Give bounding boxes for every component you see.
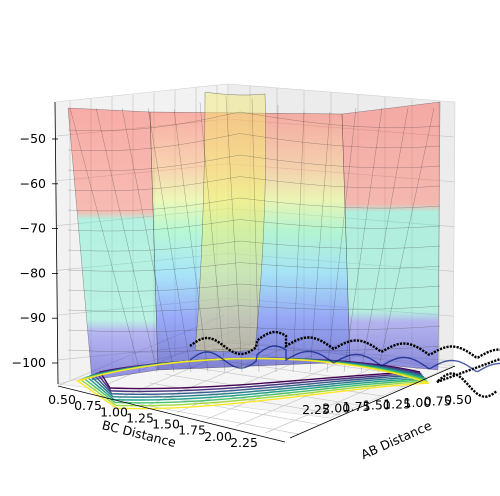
trajectory-blue bbox=[189, 345, 500, 373]
potential-surface bbox=[67, 91, 441, 381]
z-tick-label: −90 bbox=[20, 310, 46, 325]
mesh-line bbox=[309, 111, 331, 373]
y-tick-label: 0.75 bbox=[74, 398, 102, 413]
z-tick-label: −60 bbox=[20, 176, 46, 191]
y-tick-label: 0.50 bbox=[48, 392, 76, 407]
mesh-line bbox=[326, 107, 357, 373]
y-tick-label: 1.00 bbox=[100, 404, 128, 419]
mesh-line bbox=[67, 176, 441, 192]
z-tick-label: −100 bbox=[12, 355, 46, 370]
mesh-line bbox=[67, 325, 441, 332]
mesh-line bbox=[251, 98, 260, 373]
y-axis-line bbox=[57, 385, 286, 443]
x-tick-label: 2.00 bbox=[322, 401, 350, 416]
mesh-line bbox=[67, 154, 441, 171]
y-tick-label: 1.25 bbox=[126, 410, 154, 425]
mesh-line bbox=[67, 219, 441, 232]
surface-mesh bbox=[67, 96, 441, 373]
tick-labels: −50−60−70−80−90−1000.500.751.001.251.501… bbox=[12, 131, 472, 450]
mesh-line bbox=[67, 305, 441, 312]
mesh-line bbox=[292, 111, 305, 373]
mesh-line bbox=[147, 107, 192, 373]
mesh-line bbox=[377, 107, 435, 373]
x-tick-label: 0.75 bbox=[424, 393, 452, 408]
trajectory-line bbox=[189, 330, 500, 399]
mesh-line bbox=[67, 240, 441, 252]
mesh-line bbox=[95, 107, 158, 373]
x-tick-label: 1.50 bbox=[363, 398, 391, 413]
y-tick-label: 1.75 bbox=[178, 423, 206, 438]
y-tick-label: 2.25 bbox=[230, 435, 258, 450]
x-gridline bbox=[180, 365, 384, 397]
x-tick-label: 1.00 bbox=[404, 395, 432, 410]
z-tick-label: −50 bbox=[20, 131, 46, 146]
x-tick-label: 1.25 bbox=[383, 396, 411, 411]
x-axis-label: AB Distance bbox=[359, 418, 435, 463]
mesh-line bbox=[67, 262, 441, 272]
mesh-line bbox=[173, 109, 209, 373]
mesh-line bbox=[199, 102, 226, 373]
mesh-line bbox=[121, 107, 175, 373]
mesh-line bbox=[67, 345, 441, 353]
contour-line bbox=[75, 357, 430, 410]
mesh-line bbox=[67, 133, 441, 151]
x-tick-label: 2.25 bbox=[302, 402, 330, 417]
z-axis-line bbox=[54, 101, 59, 385]
z-tick-label: −80 bbox=[20, 265, 46, 280]
mesh-line bbox=[67, 197, 441, 212]
mesh-line bbox=[69, 107, 141, 373]
mesh-line bbox=[360, 107, 409, 373]
mesh-line bbox=[275, 104, 279, 373]
mesh-line bbox=[343, 107, 383, 373]
floor-contours bbox=[75, 357, 430, 410]
y-tick-label: 1.50 bbox=[152, 417, 180, 432]
axis-lines bbox=[54, 101, 456, 443]
mesh-line bbox=[225, 96, 243, 373]
mesh-line bbox=[67, 283, 441, 292]
x-tick-label: 1.75 bbox=[343, 399, 371, 414]
x-tick-label: 0.50 bbox=[444, 392, 472, 407]
mesh-line bbox=[67, 111, 441, 131]
y-tick-label: 2.00 bbox=[204, 429, 232, 444]
z-tick-label: −70 bbox=[20, 221, 46, 236]
x-axis-line bbox=[289, 365, 456, 439]
